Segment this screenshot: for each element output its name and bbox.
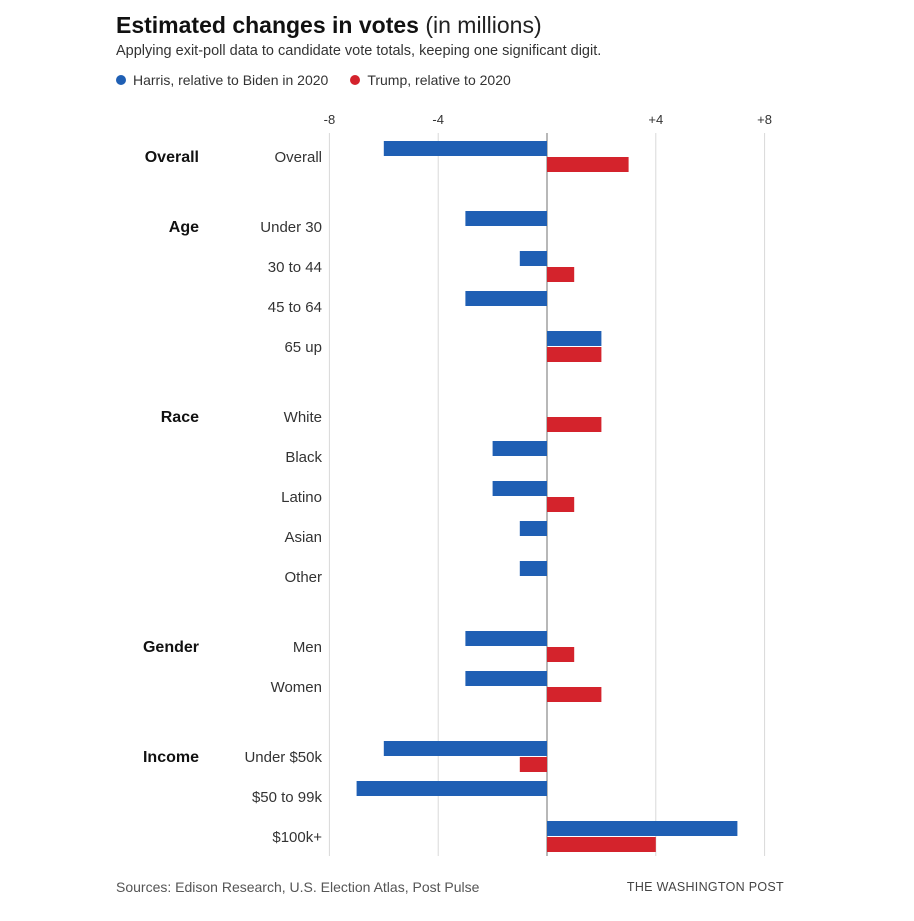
row-label: 65 up — [284, 339, 322, 356]
bar-harris — [465, 631, 547, 646]
legend-dot-trump — [350, 75, 361, 85]
chart-subtitle: Applying exit-poll data to candidate vot… — [116, 43, 602, 59]
row-label: White — [284, 409, 322, 426]
group-label: Age — [169, 219, 199, 236]
bar-harris — [519, 561, 547, 576]
bar-harris — [492, 481, 547, 496]
x-tick-label: +4 — [648, 112, 663, 127]
row-label: 30 to 44 — [268, 259, 322, 276]
bar-harris — [465, 211, 547, 226]
bar-harris — [383, 741, 547, 756]
row-label: Black — [285, 449, 322, 466]
group-label: Race — [161, 409, 199, 426]
group-label: Income — [143, 749, 199, 766]
legend-label-harris: Harris, relative to Biden in 2020 — [133, 72, 329, 88]
row-label: Other — [284, 569, 322, 586]
row-label: Latino — [281, 489, 322, 506]
row-label: 45 to 64 — [268, 299, 322, 316]
bar-trump — [547, 417, 602, 432]
row-label: Under $50k — [244, 749, 322, 766]
bar-trump — [547, 157, 629, 172]
x-tick-label: -8 — [324, 112, 336, 127]
bar-harris — [519, 521, 547, 536]
legend-dot-harris — [116, 75, 126, 85]
bar-trump — [547, 347, 602, 362]
bar-trump — [547, 837, 656, 852]
source-note: Sources: Edison Research, U.S. Election … — [116, 879, 480, 895]
bar-harris — [492, 441, 547, 456]
row-label: Men — [293, 639, 322, 656]
row-label: Women — [271, 679, 322, 696]
group-label: Overall — [145, 149, 199, 166]
bar-harris — [465, 291, 547, 306]
group-label: Gender — [143, 639, 199, 656]
bar-harris — [547, 821, 738, 836]
row-label: Overall — [274, 149, 322, 166]
legend: Harris, relative to Biden in 2020 Trump,… — [116, 72, 533, 88]
row-label: Under 30 — [260, 219, 322, 236]
publisher-credit: THE WASHINGTON POST — [626, 880, 784, 894]
bar-trump — [547, 267, 575, 282]
bar-harris — [547, 331, 602, 346]
x-tick-label: -4 — [432, 112, 444, 127]
row-label: $100k+ — [272, 829, 322, 846]
bar-trump — [547, 647, 575, 662]
legend-label-trump: Trump, relative to 2020 — [367, 72, 511, 88]
bar-harris — [356, 781, 547, 796]
row-label: Asian — [284, 529, 322, 546]
legend-item-harris: Harris, relative to Biden in 2020 — [116, 72, 328, 88]
bar-trump — [547, 497, 575, 512]
bar-harris — [519, 251, 547, 266]
bar-trump — [519, 757, 547, 772]
bar-harris — [383, 141, 547, 156]
bar-trump — [547, 687, 602, 702]
bar-harris — [465, 671, 547, 686]
chart-title-unit: (in millions) — [425, 12, 542, 38]
chart-title-main: Estimated changes in votes — [116, 12, 419, 38]
legend-item-trump: Trump, relative to 2020 — [350, 72, 511, 88]
row-label: $50 to 99k — [252, 789, 323, 806]
x-tick-label: +8 — [757, 112, 772, 127]
chart-title: Estimated changes in votes (in millions) — [116, 12, 542, 39]
